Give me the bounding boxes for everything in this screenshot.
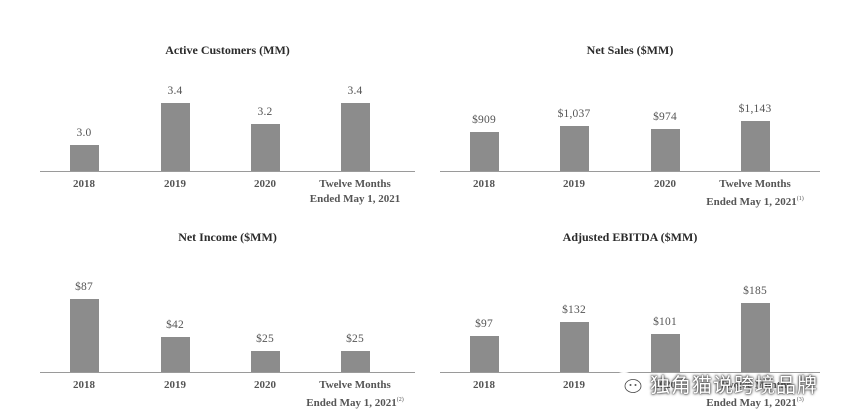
- data-label: $909: [472, 113, 496, 126]
- category-label-line: Twelve Months: [719, 379, 791, 391]
- category-label-line: 2020: [254, 379, 276, 391]
- category-label: 2018: [419, 378, 549, 393]
- category-label-line: 2020: [254, 178, 276, 190]
- category-label: Twelve Months Ended May 1, 2021(3): [690, 378, 820, 411]
- data-label: $87: [75, 281, 93, 294]
- category-label: 2018: [19, 378, 149, 393]
- data-label: $25: [346, 333, 364, 346]
- category-label: 2019: [110, 177, 240, 192]
- category-label-line: Ended May 1, 2021: [309, 193, 401, 205]
- category-label-line: 2019: [164, 379, 186, 391]
- bar: [740, 302, 770, 372]
- bar: [650, 128, 680, 171]
- data-label: 3.4: [167, 85, 183, 98]
- data-label: $25: [256, 333, 274, 346]
- data-label: $974: [653, 110, 677, 123]
- bar: [740, 121, 770, 171]
- chart-title: Net Income ($MM): [178, 230, 277, 244]
- x-axis-line: [40, 171, 415, 172]
- category-label-line: Twelve Months: [319, 178, 391, 190]
- bar: [559, 322, 589, 372]
- bar: [250, 351, 280, 372]
- category-label-line: 2018: [73, 379, 95, 391]
- category-label-line: 2019: [164, 178, 186, 190]
- category-label-line: Ended May 1, 2021(2): [306, 397, 404, 409]
- category-label: 2019: [110, 378, 240, 393]
- data-label: $97: [475, 317, 493, 330]
- category-label: 2020: [600, 177, 730, 192]
- category-label: 2019: [509, 378, 639, 393]
- bar: [469, 131, 499, 171]
- footnote-marker: (2): [396, 397, 404, 403]
- category-label: 2020: [200, 177, 330, 192]
- category-label: 2018: [419, 177, 549, 192]
- bar: [69, 299, 99, 372]
- footnote-marker: (3): [796, 397, 804, 403]
- watermark: 独角猫说跨境品牌: [612, 366, 818, 400]
- data-label: $185: [743, 284, 767, 297]
- category-label-line: 2019: [563, 178, 585, 190]
- bar: [340, 103, 370, 171]
- bar: [160, 103, 190, 171]
- data-label: $132: [562, 304, 586, 317]
- bar: [340, 351, 370, 372]
- category-label-line: Twelve Months: [719, 178, 791, 190]
- chart-title: Active Customers (MM): [165, 43, 290, 57]
- category-label-line: 2020: [654, 178, 676, 190]
- bar: [559, 126, 589, 171]
- category-label-line: 2018: [473, 178, 495, 190]
- data-label: $42: [166, 318, 184, 331]
- category-label: Twelve Months Ended May 1, 2021(1): [690, 177, 820, 210]
- category-label: 2018: [19, 177, 149, 192]
- bar: [160, 336, 190, 372]
- category-label: 2019: [509, 177, 639, 192]
- data-label: $1,037: [557, 108, 591, 121]
- bar: [250, 124, 280, 171]
- watermark-text: 独角猫说跨境品牌: [650, 372, 818, 397]
- chart-title: Adjusted EBITDA ($MM): [562, 230, 698, 244]
- footnote-marker: (1): [796, 196, 804, 202]
- category-label-line: 2020: [654, 379, 676, 391]
- category-label: 2020: [600, 378, 730, 393]
- x-axis-line: [40, 372, 415, 373]
- data-label: $101: [653, 316, 677, 329]
- data-label: 3.4: [347, 85, 363, 98]
- category-label-line: 2018: [473, 379, 495, 391]
- wechat-icon: [613, 372, 642, 393]
- x-axis-line: [440, 372, 820, 373]
- data-label: 3.0: [76, 127, 92, 139]
- category-label-line: 2018: [73, 178, 95, 190]
- data-label: 3.2: [257, 106, 273, 119]
- category-label-line: Ended May 1, 2021(1): [706, 196, 804, 208]
- bar: [650, 334, 680, 372]
- category-label-line: Twelve Months: [319, 379, 391, 391]
- x-axis-line: [440, 171, 820, 172]
- category-label: Twelve Months Ended May 1, 2021: [290, 177, 420, 207]
- category-label: Twelve Months Ended May 1, 2021(2): [290, 378, 420, 411]
- data-label: $1,143: [738, 103, 772, 116]
- category-label-line: Ended May 1, 2021(3): [706, 397, 804, 409]
- chart-title: Net Sales ($MM): [586, 43, 674, 57]
- category-label: 2020: [200, 378, 330, 393]
- bar: [69, 145, 99, 171]
- category-label-line: 2019: [563, 379, 585, 391]
- bar: [469, 335, 499, 372]
